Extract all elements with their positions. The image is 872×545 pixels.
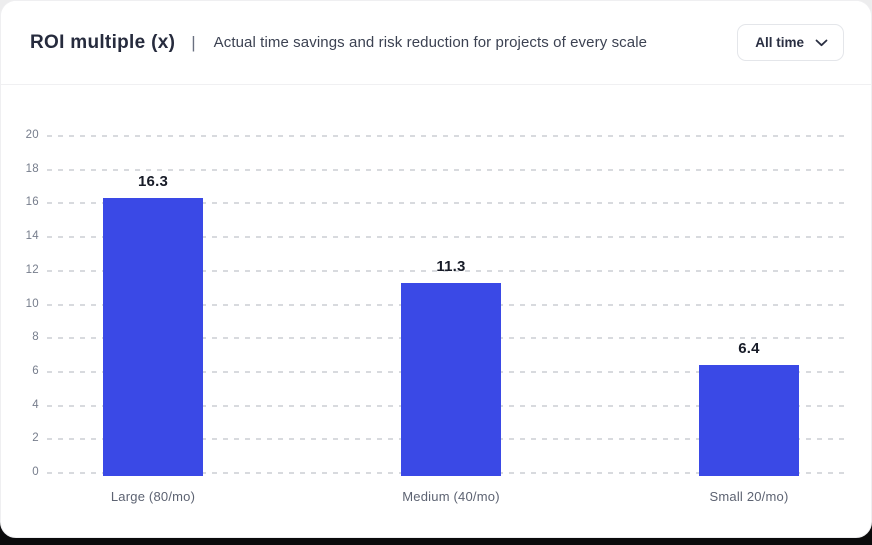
gridline xyxy=(47,202,848,205)
card-header: ROI multiple (x) | Actual time savings a… xyxy=(1,1,871,85)
bar[interactable] xyxy=(103,198,203,476)
x-category-label: Large (80/mo) xyxy=(110,489,196,504)
y-tick-label: 18 xyxy=(25,162,39,175)
y-tick-label: 12 xyxy=(25,263,39,276)
bar-value-label: 16.3 xyxy=(138,173,168,191)
gridline xyxy=(47,236,848,239)
gridline xyxy=(47,135,848,137)
x-category-label: Small 20/mo) xyxy=(709,489,789,504)
header-divider: | xyxy=(191,32,196,52)
bar-value-label: 6.4 xyxy=(738,340,760,358)
chart-title: ROI multiple (x) xyxy=(30,31,176,53)
bar[interactable] xyxy=(699,365,799,476)
y-tick-label: 0 xyxy=(32,466,39,478)
y-tick-label: 16 xyxy=(25,196,39,209)
y-tick-label: 2 xyxy=(32,432,39,445)
time-filter-dropdown[interactable]: All time xyxy=(737,24,844,61)
bar[interactable] xyxy=(401,282,501,476)
time-filter-label: All time xyxy=(755,35,804,50)
x-category-label: Medium (40/mo) xyxy=(402,489,500,504)
y-tick-label: 14 xyxy=(25,230,39,243)
y-tick-label: 6 xyxy=(32,364,39,377)
gridline xyxy=(47,269,848,272)
bar-value-label: 11.3 xyxy=(436,257,466,275)
chevron-down-icon xyxy=(815,39,828,47)
gridline xyxy=(47,168,848,171)
y-tick-label: 8 xyxy=(32,331,39,344)
y-tick-label: 10 xyxy=(25,297,39,310)
y-tick-label: 4 xyxy=(32,398,39,411)
chart-subtitle: Actual time savings and risk reduction f… xyxy=(213,34,648,51)
y-tick-label: 20 xyxy=(25,129,39,141)
bar-chart: 0 2 4 6 8 10 12 14 16 18 20 16.3 Large (80/mo) 11.3 Me… xyxy=(1,85,871,537)
